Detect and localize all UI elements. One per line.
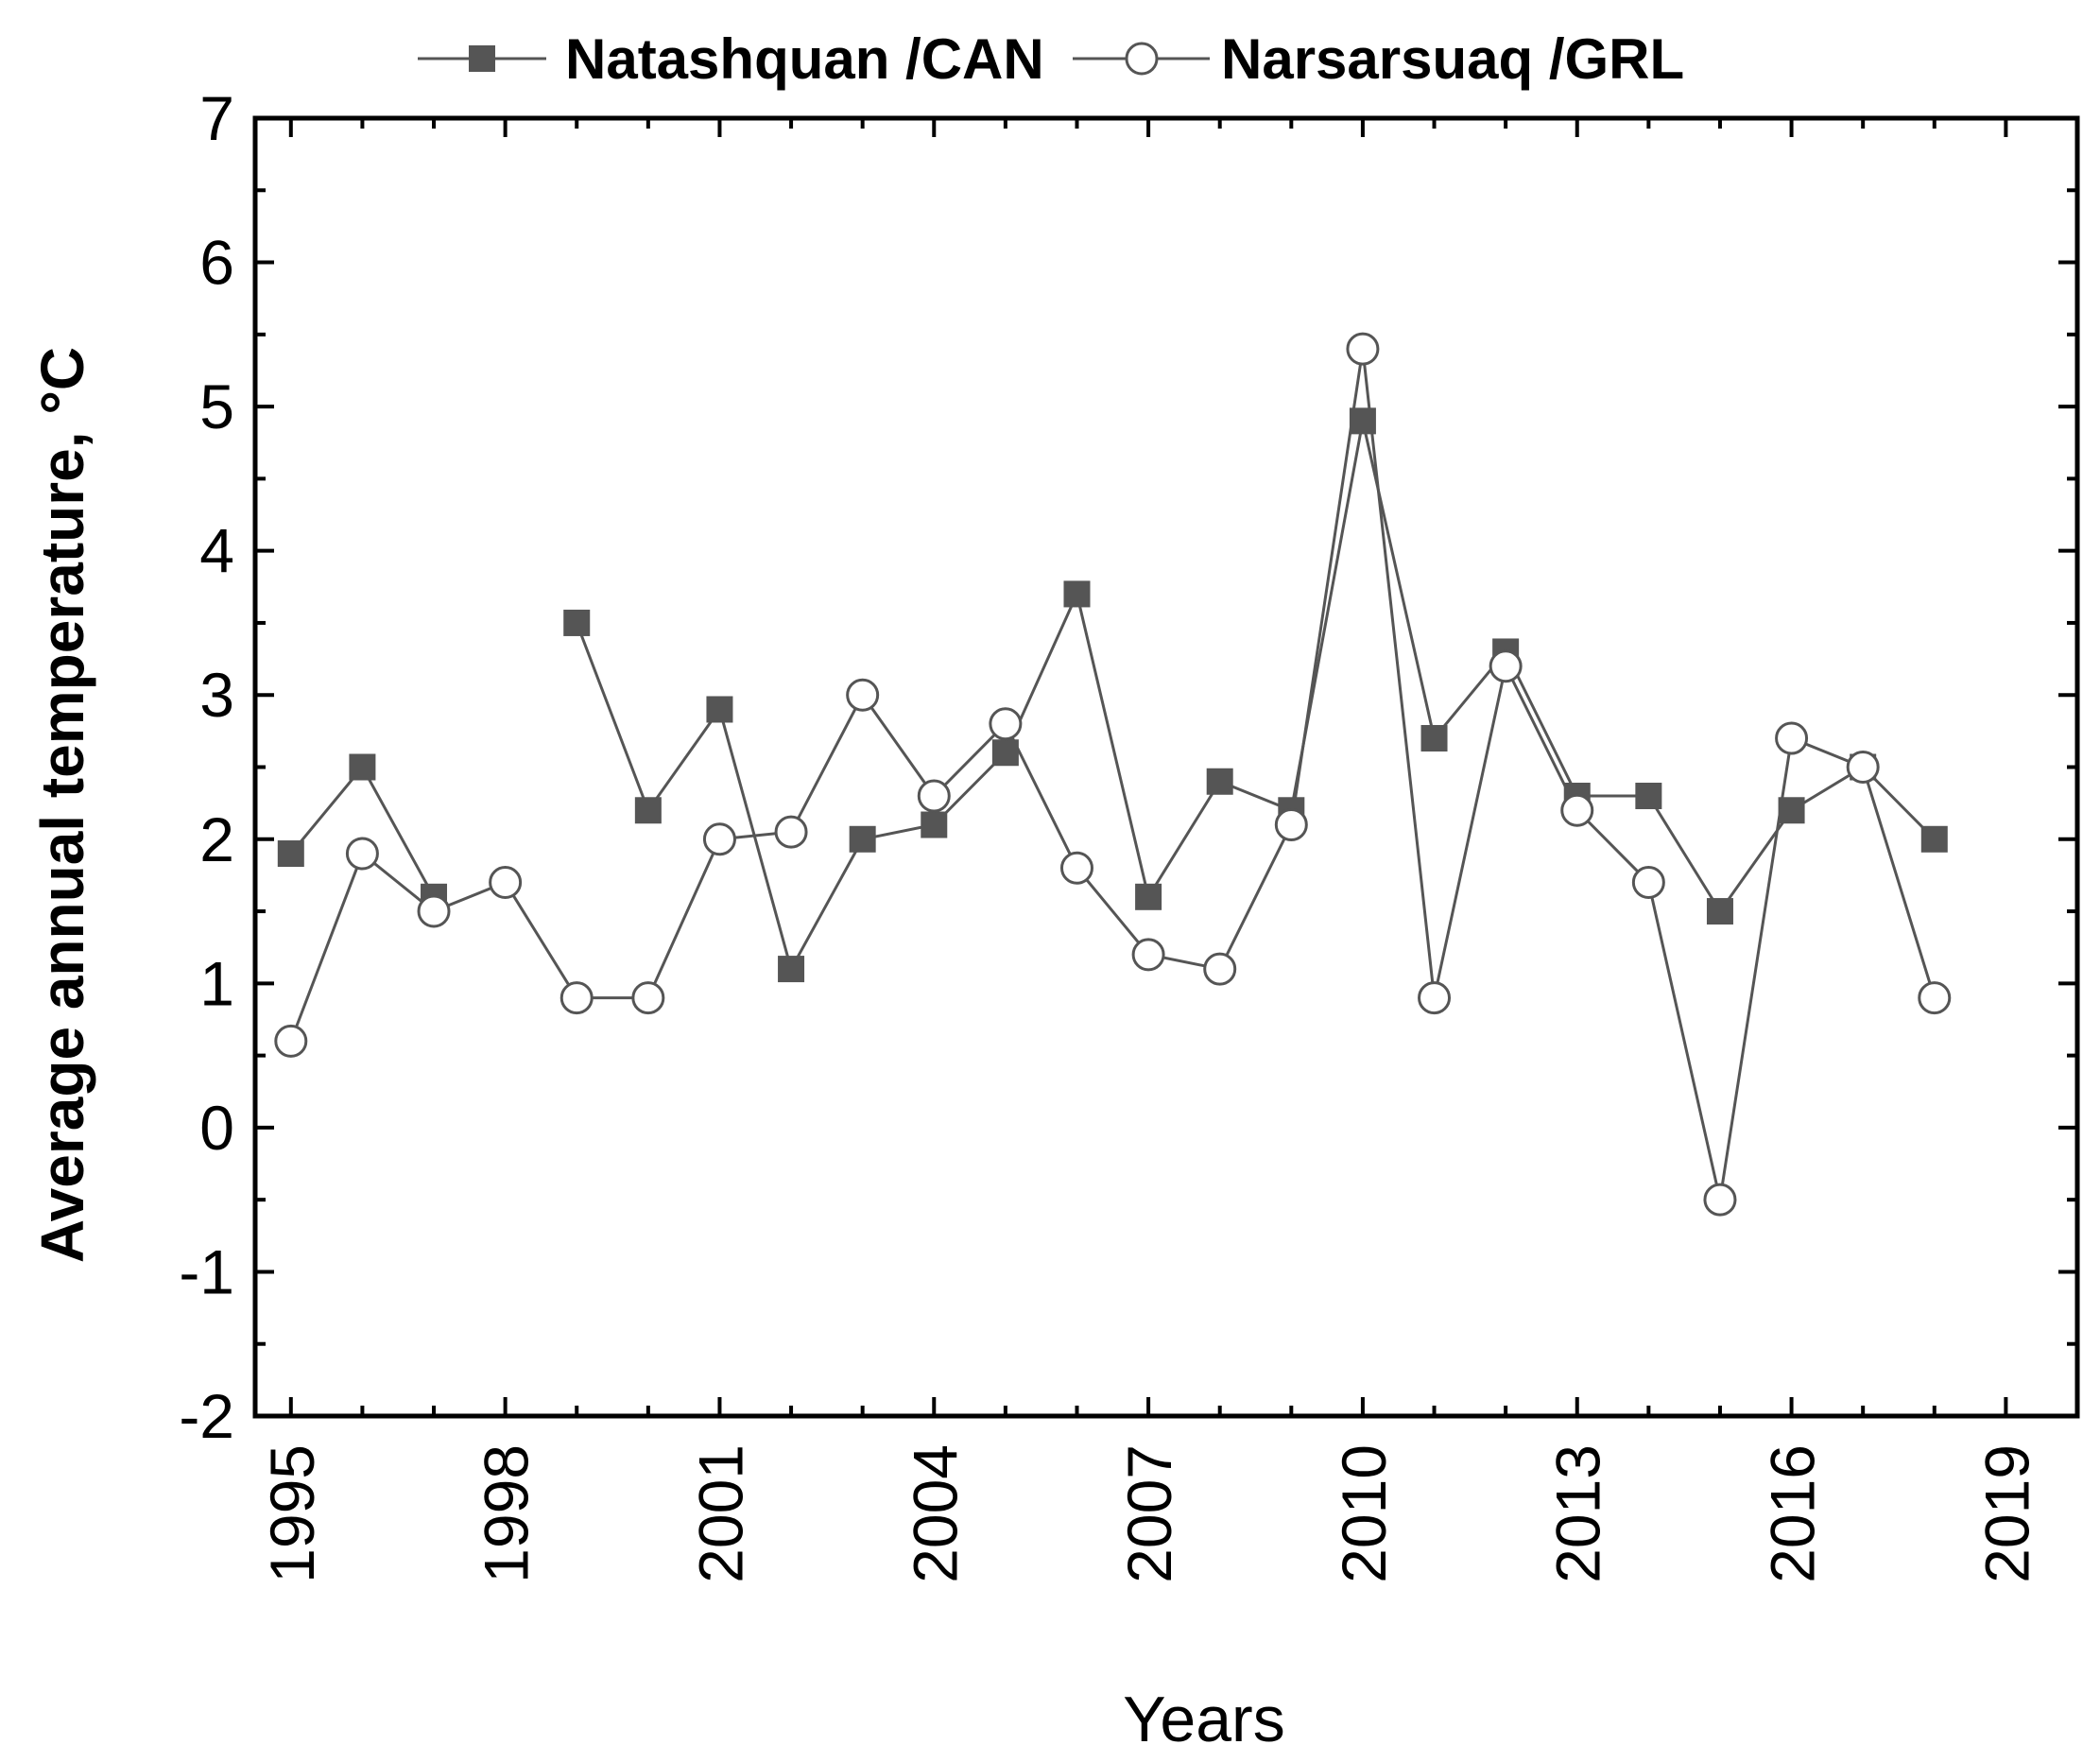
data-point <box>917 779 951 813</box>
data-point <box>631 981 665 1015</box>
data-point <box>1920 825 1948 853</box>
data-point <box>1349 407 1376 435</box>
data-point <box>1203 952 1237 986</box>
y-tick-label: 0 <box>199 1093 234 1163</box>
legend-marker <box>1125 42 1159 76</box>
data-point <box>846 678 880 712</box>
data-point <box>1063 580 1091 608</box>
y-tick-label: 6 <box>199 228 234 298</box>
x-tick-label: 1998 <box>472 1444 542 1583</box>
data-point <box>489 866 523 900</box>
x-tick-label: 1995 <box>257 1444 327 1583</box>
data-point <box>1560 793 1594 827</box>
legend: Natashquan /CAN Narsarsuaq /GRL <box>418 27 1684 91</box>
y-tick-label: 1 <box>199 948 234 1018</box>
y-tick-label: 7 <box>199 83 234 153</box>
data-point <box>1635 783 1662 810</box>
data-point <box>559 981 594 1015</box>
data-point <box>778 956 805 983</box>
data-point <box>1131 938 1165 972</box>
series-line <box>289 764 436 898</box>
y-tick-label: 4 <box>199 516 234 586</box>
y-tick-label: 2 <box>199 804 234 874</box>
y-axis-title: Average annual temperature, °C <box>28 347 96 1263</box>
data-point <box>921 811 948 838</box>
y-tick-label: -2 <box>179 1381 234 1451</box>
data-point <box>1135 883 1162 910</box>
data-point <box>702 822 736 856</box>
x-tick-label: 2010 <box>1329 1444 1399 1583</box>
data-point <box>345 837 379 871</box>
x-tick-label: 2001 <box>685 1444 755 1583</box>
x-tick-label: 2013 <box>1543 1444 1613 1583</box>
data-point <box>417 894 451 928</box>
data-point <box>277 840 304 868</box>
legend-item-narsarsuaq: Narsarsuaq /GRL <box>1073 27 1684 91</box>
data-point <box>774 815 808 849</box>
x-tick-label: 2004 <box>900 1444 970 1583</box>
data-point <box>1631 866 1665 900</box>
data-point <box>634 797 662 824</box>
y-tick-label: -1 <box>179 1236 234 1306</box>
legend-marker <box>469 45 495 72</box>
data-point <box>1206 768 1233 795</box>
plot-frame <box>252 115 2080 1419</box>
data-point <box>1420 724 1448 751</box>
data-point <box>1274 808 1308 842</box>
legend-label: Natashquan /CAN <box>565 27 1044 91</box>
data-point <box>1778 797 1805 824</box>
data-point <box>989 707 1023 741</box>
data-point <box>349 753 376 781</box>
series-narsarsuaq <box>289 348 1936 1201</box>
data-point <box>1706 898 1733 925</box>
x-axis-title: Years <box>1123 1684 1284 1755</box>
data-point <box>1489 649 1523 683</box>
axis-titles: Years Average annual temperature, °C <box>28 347 1285 1755</box>
data-point <box>274 1024 308 1058</box>
data-point <box>563 609 591 636</box>
markers-natashquan <box>277 407 1948 983</box>
x-tick-label: 2007 <box>1114 1444 1184 1583</box>
markers-narsarsuaq <box>274 332 1952 1217</box>
series-line <box>289 348 1936 1201</box>
plot-series <box>274 332 1952 1217</box>
series-natashquan <box>289 421 1936 974</box>
data-point <box>1059 851 1093 885</box>
legend-item-natashquan: Natashquan /CAN <box>418 27 1044 91</box>
data-point <box>1846 751 1880 784</box>
data-point <box>1918 981 1952 1015</box>
data-point <box>849 825 876 853</box>
x-tick-label: 2019 <box>1971 1444 2041 1583</box>
data-point <box>1775 721 1809 755</box>
data-point <box>706 696 733 723</box>
axes: -2 -1 0 1 2 3 4 5 6 7 1995 1998 2001 2004 2007 2010 2013… <box>179 83 2080 1583</box>
data-point <box>991 739 1019 767</box>
series-line <box>575 421 1936 974</box>
y-tick-label: 5 <box>199 371 234 441</box>
y-tick-label: 3 <box>199 660 234 730</box>
data-point <box>1346 332 1380 366</box>
data-point <box>1703 1183 1737 1217</box>
legend-label: Narsarsuaq /GRL <box>1221 27 1684 91</box>
x-tick-label: 2016 <box>1758 1444 1828 1583</box>
data-point <box>1418 981 1452 1015</box>
